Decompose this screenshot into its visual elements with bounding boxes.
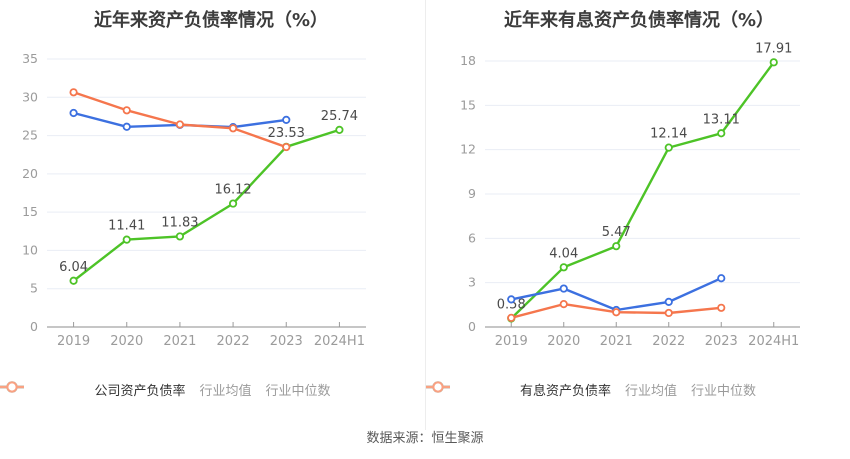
legend-item-label: 公司资产负债率 xyxy=(94,384,186,399)
legend-item[interactable]: 行业均值 xyxy=(426,380,677,404)
y-axis-tick-label: 0 xyxy=(468,319,476,334)
data-point[interactable] xyxy=(507,295,516,304)
x-axis-tick-label: 2021 xyxy=(163,334,196,349)
data-point-label: 17.91 xyxy=(755,41,792,56)
data-point[interactable] xyxy=(228,124,238,133)
legend-item[interactable]: 公司资产负债率 xyxy=(0,380,186,404)
data-point[interactable] xyxy=(559,284,568,293)
chart-title: 近年来有息资产负债率情况（%） xyxy=(504,9,774,31)
data-point-label: 13.11 xyxy=(703,112,740,127)
legend-marker-circle xyxy=(432,381,444,393)
legend-item[interactable]: 行业均值 xyxy=(0,380,252,404)
legend-item[interactable]: 有息资产负债率 xyxy=(426,380,611,404)
chart-legend: 公司资产负债率 行业均值 行业中位数 xyxy=(0,380,425,404)
data-point[interactable] xyxy=(717,303,726,312)
data-point[interactable] xyxy=(282,142,291,152)
data-point[interactable] xyxy=(717,274,726,283)
data-point[interactable] xyxy=(122,235,131,244)
series-line xyxy=(72,91,288,149)
x-axis-tick-label: 2020 xyxy=(547,334,580,349)
data-point[interactable] xyxy=(507,313,516,322)
data-point[interactable] xyxy=(559,263,568,272)
data-point-label: 11.41 xyxy=(108,219,145,234)
data-point-label: 6.04 xyxy=(59,260,88,275)
data-point-label: 25.74 xyxy=(321,109,358,124)
y-axis-tick-label: 25 xyxy=(22,128,38,143)
y-axis-tick-label: 15 xyxy=(22,204,38,219)
x-axis-tick-label: 2023 xyxy=(705,334,738,349)
legend-marker-circle xyxy=(6,381,18,393)
interest-bearing-ratio-chart[interactable]: 近年来有息资产负债率情况（%） 0 3 6 9 12 15 18 2019 2020 2021 202… xyxy=(426,0,850,430)
data-point-label: 0.58 xyxy=(497,297,526,312)
y-axis-tick-label: 20 xyxy=(22,166,38,181)
data-point-label: 4.04 xyxy=(549,246,578,261)
data-point-label: 16.12 xyxy=(214,183,251,198)
data-point[interactable] xyxy=(717,129,726,138)
x-axis-tick-label: 2024H1 xyxy=(314,334,365,349)
y-axis-tick-label: 10 xyxy=(22,242,38,257)
data-point[interactable] xyxy=(612,308,621,317)
x-axis-tick-label: 2022 xyxy=(652,334,685,349)
data-point[interactable] xyxy=(612,242,621,251)
x-axis-tick-label: 2019 xyxy=(57,334,90,349)
y-axis-tick-label: 3 xyxy=(468,275,476,290)
legend-item-label: 行业均值 xyxy=(199,384,252,399)
x-axis-tick-label: 2020 xyxy=(110,334,143,349)
x-axis-tick-label: 2022 xyxy=(217,334,250,349)
asset-liability-ratio-chart[interactable]: 近年来资产负债率情况（%） 0 5 10 15 20 25 30 35 2019 2020 2021 2… xyxy=(0,0,425,430)
data-point[interactable] xyxy=(335,125,344,135)
y-axis-tick-label: 30 xyxy=(22,89,38,104)
data-point[interactable] xyxy=(69,88,78,97)
data-point[interactable] xyxy=(664,297,673,306)
data-point[interactable] xyxy=(69,276,78,285)
data-point[interactable] xyxy=(559,299,568,309)
data-point[interactable] xyxy=(175,120,185,129)
y-axis-tick-label: 35 xyxy=(22,51,38,66)
y-axis-tick-label: 12 xyxy=(460,142,476,157)
y-axis-tick-label: 18 xyxy=(460,53,476,68)
chart-panel-interest-bearing-ratio: 近年来有息资产负债率情况（%） 0 3 6 9 12 15 18 2019 2020 2021 202… xyxy=(425,0,850,430)
data-point[interactable] xyxy=(228,199,238,208)
y-axis-tick-label: 6 xyxy=(468,230,476,245)
legend-item[interactable]: 行业中位数 xyxy=(426,380,757,404)
legend-item-label: 有息资产负债率 xyxy=(519,384,611,399)
y-axis-tick-label: 15 xyxy=(460,97,476,112)
legend-item-label: 行业中位数 xyxy=(265,384,331,399)
x-axis-tick-label: 2019 xyxy=(495,334,528,349)
charts-row: 近年来资产负债率情况（%） 0 5 10 15 20 25 30 35 2019 2020 2021 2… xyxy=(0,0,850,430)
data-point-label: 12.14 xyxy=(650,127,687,142)
data-point[interactable] xyxy=(664,143,673,152)
data-point[interactable] xyxy=(122,106,131,115)
legend-item[interactable]: 行业中位数 xyxy=(0,380,331,404)
data-point-label: 11.83 xyxy=(161,215,198,230)
y-axis-tick-label: 9 xyxy=(468,186,476,201)
x-axis-tick-label: 2023 xyxy=(270,334,303,349)
legend-item-label: 行业中位数 xyxy=(691,384,757,399)
x-axis-tick-label: 2021 xyxy=(600,334,633,349)
data-point[interactable] xyxy=(175,232,185,241)
data-point[interactable] xyxy=(69,108,78,118)
legend-line-marker-icon xyxy=(0,381,24,393)
legend-line-marker-icon xyxy=(426,381,450,393)
data-point[interactable] xyxy=(769,58,778,67)
data-point[interactable] xyxy=(282,115,291,124)
chart-panel-asset-liability-ratio: 近年来资产负债率情况（%） 0 5 10 15 20 25 30 35 2019 2020 2021 2… xyxy=(0,0,425,430)
series-line xyxy=(510,61,775,320)
y-axis-tick-label: 5 xyxy=(30,281,38,296)
data-point-label: 5.47 xyxy=(602,225,631,240)
data-point[interactable] xyxy=(122,122,131,131)
data-point[interactable] xyxy=(664,308,673,318)
chart-title: 近年来资产负债率情况（%） xyxy=(94,9,328,31)
series-line xyxy=(72,128,341,282)
chart-legend: 有息资产负债率 行业均值 行业中位数 xyxy=(426,380,850,404)
legend-item-label: 行业均值 xyxy=(624,384,677,399)
data-point-label: 23.53 xyxy=(268,126,305,141)
x-axis-tick-label: 2024H1 xyxy=(748,334,799,349)
y-axis-tick-label: 0 xyxy=(30,319,38,334)
data-source-note: 数据来源：恒生聚源 xyxy=(366,431,484,446)
